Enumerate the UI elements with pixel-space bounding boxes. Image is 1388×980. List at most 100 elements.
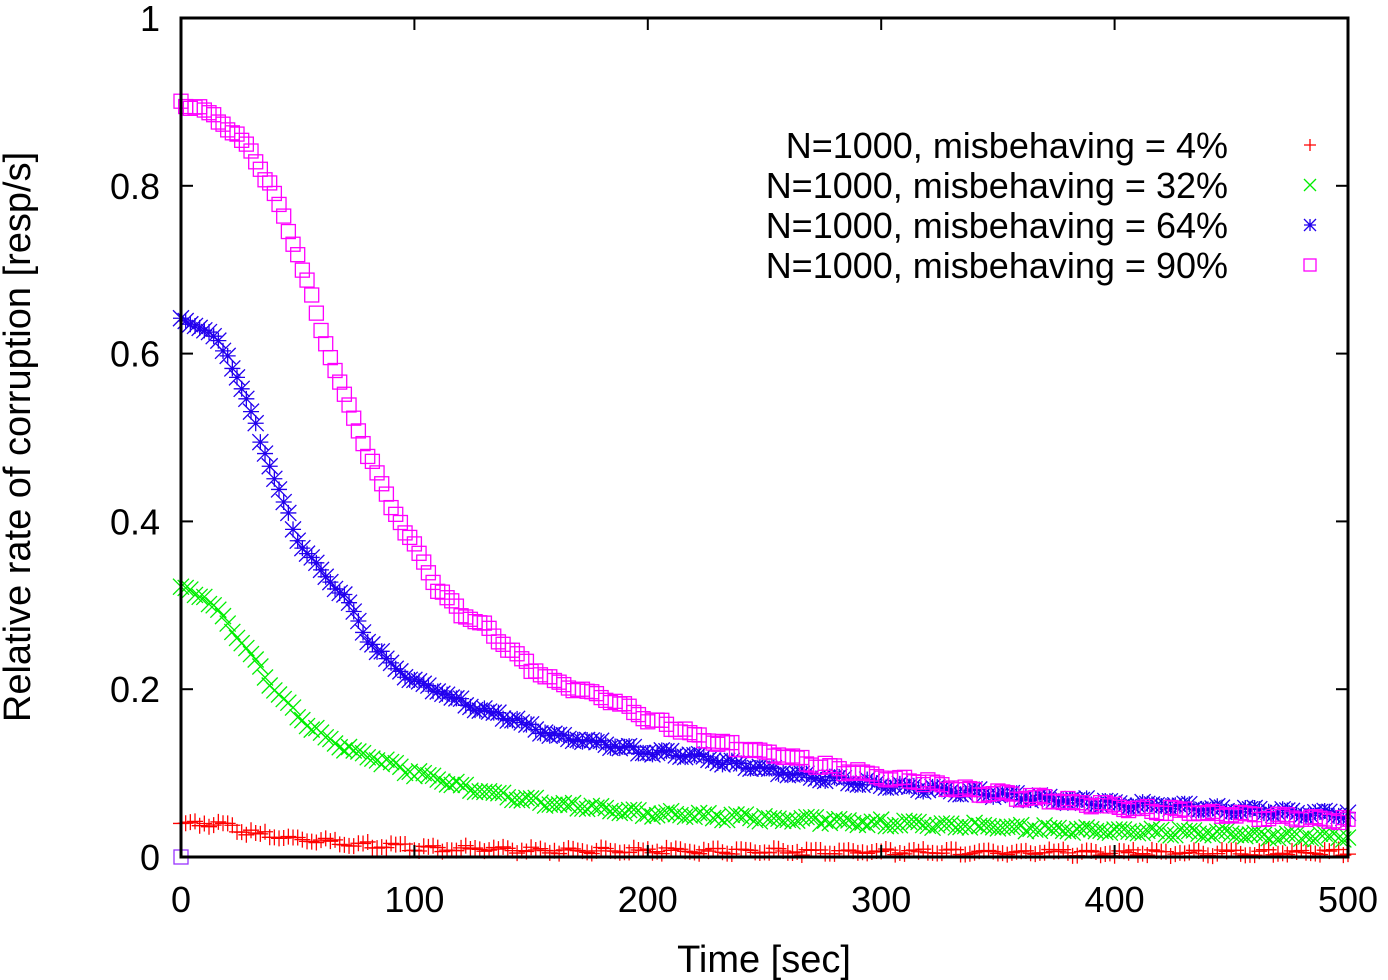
data-point [396,668,414,686]
data-point [1041,841,1058,858]
data-point [587,799,605,817]
data-point [378,486,395,502]
data-point [956,817,974,835]
data-point [321,573,339,591]
data-point [802,769,820,787]
data-point [1209,845,1226,862]
data-point [709,754,727,772]
data-point [555,794,573,812]
data-point [737,806,755,824]
data-point [690,745,708,763]
data-point [788,812,806,830]
data-point [1269,829,1287,847]
data-point [252,825,269,842]
data-point [420,565,437,581]
data-point [560,840,577,857]
data-point [597,736,615,754]
data-point [592,797,610,815]
data-point [770,840,787,857]
data-point [261,457,279,475]
data-point [336,836,353,853]
data-point [896,777,913,795]
data-point [215,116,231,132]
data-point [285,236,301,252]
data-point [406,536,423,552]
data-point [559,730,577,748]
data-point [335,586,353,603]
data-point [626,704,642,721]
data-point [583,731,601,749]
plot-frame [179,16,1350,859]
data-point [812,842,829,859]
data-point [826,845,843,862]
data-point [284,699,302,716]
data-point [495,838,512,855]
series-2 [172,309,1357,827]
data-point [270,480,288,498]
data-point [276,208,292,224]
data-point [453,839,470,856]
data-point [387,660,405,678]
data-point [868,813,885,831]
data-point [252,161,269,177]
data-point [569,731,587,749]
data-point [545,725,563,743]
data-point [1022,791,1040,809]
data-point [653,805,671,823]
data-point [266,185,283,202]
data-point [1274,845,1291,862]
x-tick-label: 0 [171,879,191,920]
data-point [1026,821,1044,839]
data-point [760,809,778,827]
legend-marker [1303,258,1317,272]
data-point [1264,827,1282,845]
data-point [299,272,315,288]
x-tick-label: 200 [618,879,678,920]
data-point [840,811,857,829]
x-tick-label: 100 [384,879,444,920]
y-tick-label: 0.2 [110,669,160,710]
data-point [1148,822,1166,840]
data-point [452,776,470,794]
data-point [677,721,693,737]
data-point [425,574,441,591]
data-point [1092,847,1109,864]
data-point [1134,793,1152,811]
data-point [476,615,493,631]
data-point [1129,797,1147,815]
data-point [933,845,950,862]
data-point [397,835,414,852]
data-point [457,696,475,714]
data-point [1106,821,1124,839]
data-point [746,759,764,777]
data-point [304,287,320,303]
data-point [555,841,572,858]
data-point [616,804,633,822]
data-point [989,786,1007,804]
data-point [369,465,385,481]
data-point [443,689,461,706]
data-point [429,839,446,856]
data-point [928,778,946,796]
data-point [461,698,479,716]
data-point [453,608,469,624]
data-point [210,114,226,130]
legend-label: N=1000, misbehaving = 64% [766,205,1228,246]
data-point [551,674,567,690]
data-point [383,835,400,852]
data-point [303,833,320,850]
data-point [947,841,964,858]
data-point [938,780,956,798]
data-point [434,584,451,600]
data-point [942,815,960,833]
data-point [1260,829,1278,847]
data-point [812,815,829,833]
data-point [621,698,637,714]
x-tick-label: 300 [851,879,911,920]
data-point [1106,793,1124,811]
data-point [942,782,960,800]
data-point [499,840,516,857]
data-point [312,561,330,579]
data-point [1115,797,1133,815]
data-point [425,837,442,854]
